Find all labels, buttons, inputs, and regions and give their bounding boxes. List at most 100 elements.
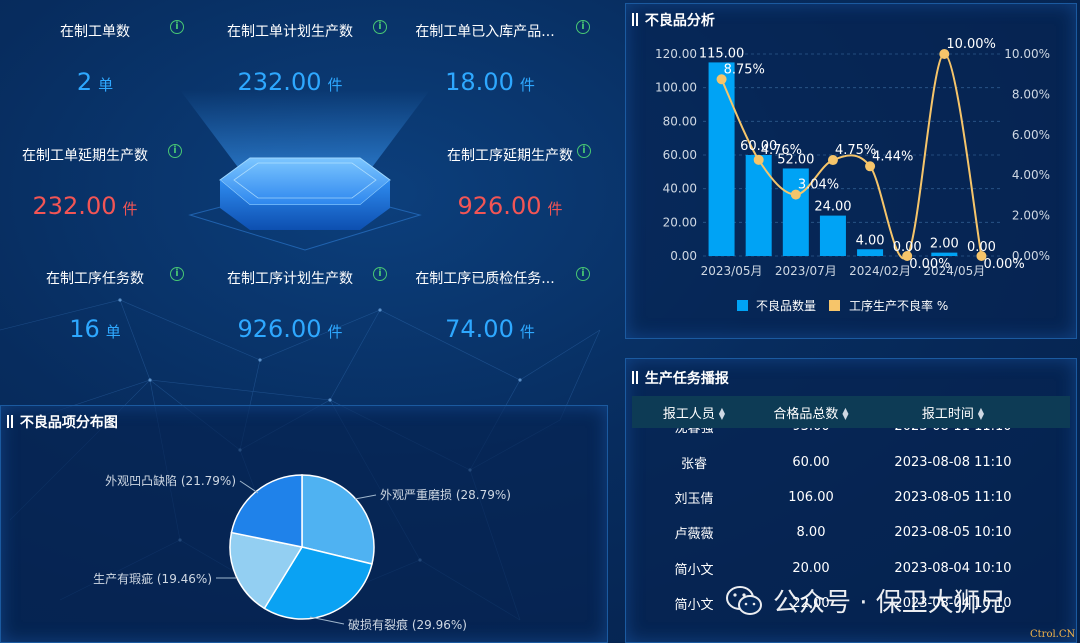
kpi-label: 在制工单已入库产品...	[415, 24, 555, 40]
info-icon[interactable]: i	[168, 144, 182, 158]
info-icon[interactable]: i	[576, 267, 590, 281]
legend-label[interactable]: 工序生产不良率 %	[849, 298, 948, 313]
pie-slice-label: 外观严重磨损 (28.79%)	[380, 488, 511, 502]
bar[interactable]	[931, 252, 958, 256]
panel-title: 不良品项分布图	[7, 412, 118, 432]
kpi-value: 926.00 件	[457, 192, 563, 220]
y-right-tick-label: 0.00%	[1012, 249, 1050, 263]
table-row[interactable]: 简小文 20.00 2023-08-04 10:10	[632, 551, 1070, 586]
rate-value-label: 3.04%	[798, 178, 839, 193]
rate-value-label: 0.00%	[909, 257, 950, 272]
table-cell: 22.00	[792, 596, 830, 612]
pie-slice[interactable]	[229, 531, 304, 610]
x-tick-label: 2024/02月	[849, 264, 911, 278]
rate-point[interactable]	[902, 251, 913, 261]
bar-value-label: 115.00	[699, 46, 745, 61]
kpi-value: 926.00 件	[237, 315, 343, 343]
footer-logo-text: Ctrol.CN	[1030, 629, 1076, 640]
column-header-qualified-total[interactable]: 合格品总数 ▲ ▼	[773, 406, 849, 422]
y-left-tick-label: 120.00	[655, 47, 697, 61]
kpi-label: 在制工单计划生产数	[227, 24, 353, 40]
y-right-tick-label: 8.00%	[1012, 87, 1050, 101]
kpi-process-inspected-qty: 在制工序已质检任务... i 74.00 件	[400, 267, 590, 368]
rate-point[interactable]	[976, 251, 987, 261]
x-tick-label: 2023/05月	[701, 264, 763, 278]
bar[interactable]	[782, 168, 809, 256]
table-row[interactable]: 简小文 22.00 2023-08-04 10:10	[632, 586, 1070, 621]
info-icon[interactable]: i	[373, 267, 387, 281]
defect-distribution-chart: 外观严重磨损 (28.79%) 破损有裂痕 (29.96%) 生产有瑕疵 (19.4…	[93, 473, 511, 632]
legend-swatch[interactable]	[829, 300, 840, 311]
legend-label[interactable]: 不良品数量	[756, 298, 816, 313]
pie-label-line	[309, 616, 345, 625]
kpi-process-delayed-qty: 在制工序延期生产数 i 926.00 件	[415, 144, 605, 245]
rate-point[interactable]	[939, 49, 950, 59]
table-row[interactable]: 卢薇薇 8.00 2023-08-05 10:10	[632, 515, 1070, 550]
info-icon[interactable]: i	[170, 20, 184, 34]
table-cell: 20.00	[792, 560, 830, 576]
rate-value-label: 4.44%	[872, 149, 913, 164]
column-header-report-time[interactable]: 报工时间 ▲ ▼	[921, 406, 985, 422]
kpi-label: 在制工单数	[60, 24, 130, 40]
info-icon[interactable]: i	[577, 144, 591, 158]
defect-analysis-panel: 不良品分析	[625, 3, 1077, 339]
kpi-process-planned-qty: 在制工序计划生产数 i 926.00 件	[195, 267, 387, 368]
table-row[interactable]: 张睿 60.00 2023-08-08 11:10	[632, 444, 1070, 479]
info-icon[interactable]: i	[170, 267, 184, 281]
table-row[interactable]: 刘玉倩 106.00 2023-08-05 11:10	[632, 480, 1070, 515]
table-cell: 2023-08-05 11:10	[894, 489, 1012, 505]
wechat-icon	[726, 585, 762, 615]
column-header-reporter[interactable]: 报工人员 ▲ ▼	[662, 406, 726, 422]
bar-value-label: 60.00	[740, 139, 777, 154]
rate-point[interactable]	[753, 154, 764, 165]
y-right-tick-label: 6.00%	[1012, 128, 1050, 142]
pie-label-line	[354, 494, 377, 500]
pie-slice-label: 破损有裂痕 (29.96%)	[348, 617, 467, 632]
table-cell: 沈春强	[674, 428, 714, 437]
bar-value-label: 52.00	[777, 152, 814, 167]
info-icon[interactable]: i	[373, 20, 387, 34]
pie-slice-label: 外观凹凸缺陷 (21.79%)	[105, 473, 236, 488]
kpi-work-order-delayed-qty: 在制工单延期生产数 i 232.00 件	[0, 144, 182, 245]
pie-slice[interactable]	[230, 474, 303, 548]
kpi-process-task-count: 在制工序任务数 i 16 单	[0, 267, 190, 368]
rate-point[interactable]	[865, 161, 876, 172]
sort-icon[interactable]: ▲ ▼	[977, 406, 985, 421]
table-cell: 2023-08-04 10:10	[894, 560, 1012, 576]
y-left-tick-label: 20.00	[663, 215, 697, 229]
bar[interactable]	[819, 215, 846, 256]
y-left-tick-label: 100.00	[655, 81, 697, 95]
watermark: 公众号 · 保卫大狮兄	[725, 582, 1006, 619]
legend-swatch[interactable]	[737, 300, 748, 311]
y-right-tick-label: 2.00%	[1012, 209, 1050, 223]
sort-icon[interactable]: ▲ ▼	[718, 406, 726, 421]
sort-icon[interactable]: ▲ ▼	[842, 406, 849, 421]
rate-value-label: 10.00%	[946, 37, 996, 52]
rate-value-label: 4.76%	[761, 143, 802, 158]
y-left-tick-label: 60.00	[663, 148, 697, 162]
table-cell: 2023-08-05 10:10	[894, 525, 1012, 541]
rate-value-label: 4.75%	[835, 143, 876, 158]
kpi-label: 在制工序已质检任务...	[415, 271, 555, 287]
pie-label-line	[239, 480, 259, 494]
table-header: 报工人员 ▲ ▼ 合格品总数 ▲ ▼ 报工时间 ▲ ▼	[632, 396, 1070, 428]
kpi-label: 在制工序任务数	[46, 271, 144, 287]
table-cell: 卢薇薇	[674, 527, 714, 543]
rate-value-label: 8.75%	[724, 62, 765, 77]
bar[interactable]	[745, 155, 772, 256]
rate-point[interactable]	[716, 74, 727, 85]
rate-point[interactable]	[790, 189, 801, 200]
panel-title: 生产任务播报	[632, 368, 729, 388]
info-icon[interactable]: i	[576, 20, 590, 34]
y-left-tick-label: 40.00	[663, 182, 697, 196]
bar[interactable]	[708, 62, 735, 256]
rate-point[interactable]	[827, 155, 838, 166]
x-tick-label: 2024/05月	[923, 264, 985, 278]
pie-slice[interactable]	[301, 474, 375, 565]
bar[interactable]	[857, 249, 884, 256]
bar-value-label: 24.00	[814, 200, 851, 215]
